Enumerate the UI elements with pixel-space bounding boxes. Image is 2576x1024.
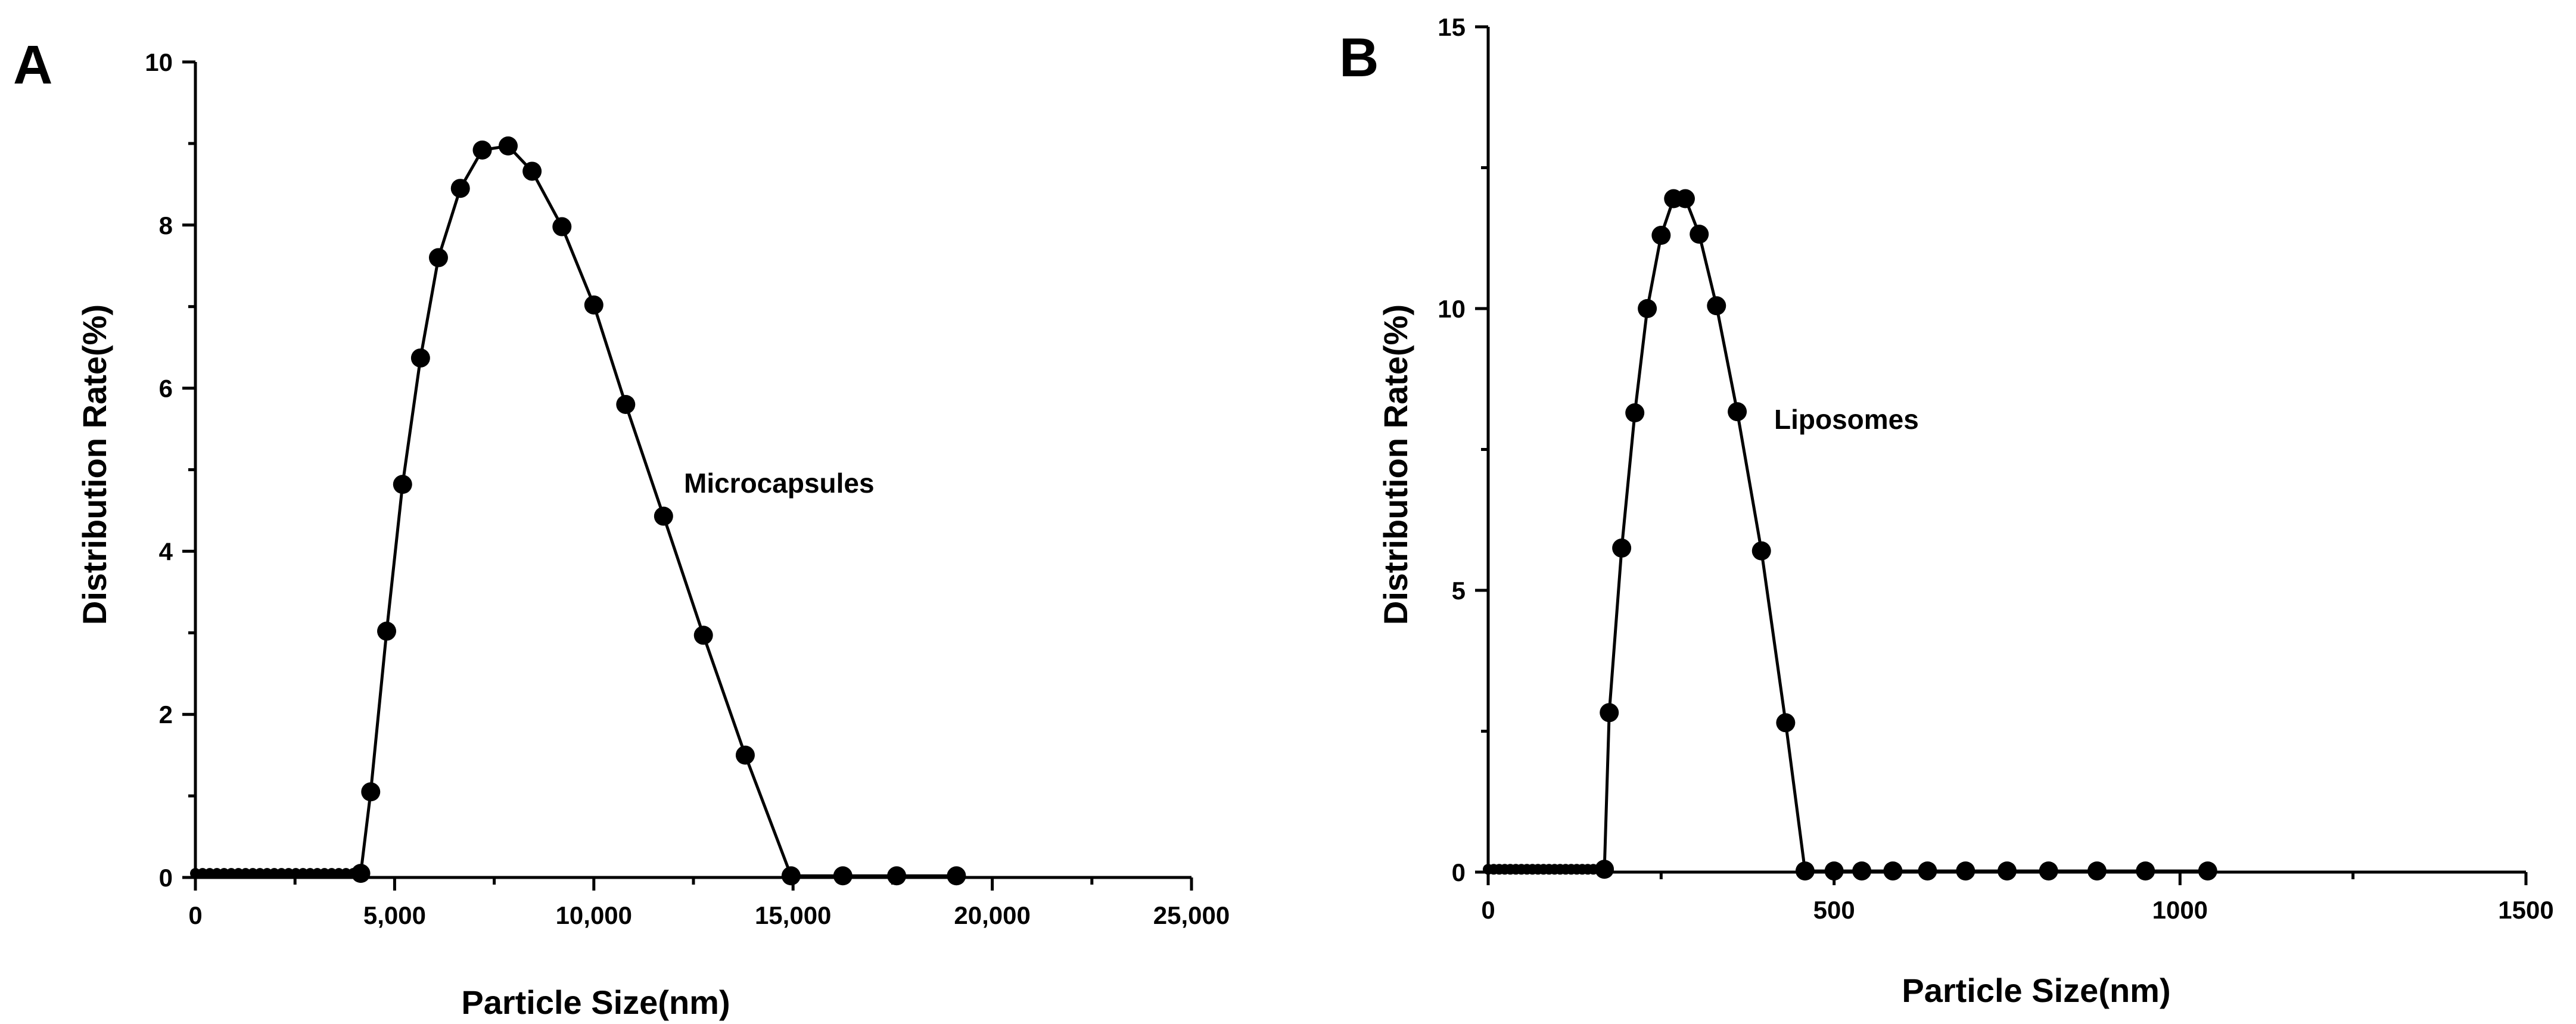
y-tick-label-b: 0 [1452,858,1466,886]
panel-label-b: B [1339,27,1379,88]
series-line-a [195,144,957,877]
data-point-b [1651,226,1671,245]
y-tick-label-b: 5 [1452,577,1466,605]
data-point-b [1918,861,1937,881]
x-tick-label-b: 1500 [2498,896,2553,924]
data-point-a [833,866,853,886]
data-point-b [1612,539,1632,558]
y-tick-label-a: 6 [159,375,173,403]
x-tick-label-a: 0 [188,901,202,929]
x-tick-label-a: 5,000 [363,901,426,929]
data-point-a [450,179,470,198]
y-axis-title-b: Distribution Rate(%) [1377,304,1414,625]
data-point-b [1776,713,1796,733]
data-point-b [1751,541,1771,561]
chart-panel-a: A 0 5,000 10,000 15,000 20,000 25,0000246810 … [13,35,1230,1021]
series-annotation-microcapsules: Microcapsules [684,468,875,499]
x-tick-label-a: 25,000 [1153,901,1230,929]
x-axis-title-b: Particle Size(nm) [1902,972,2170,1009]
data-point-a [781,866,801,886]
y-tick-label-a: 8 [159,211,173,239]
data-point-b [1956,861,1975,881]
data-point-b [1595,860,1614,879]
data-point-b [1824,861,1844,881]
data-point-a [351,864,371,883]
data-point-a [735,745,755,765]
x-tick-label-a: 10,000 [556,901,632,929]
data-point-a [693,625,713,645]
data-point-b [2198,861,2217,881]
data-point-b [1795,861,1815,881]
x-axis-title-a: Particle Size(nm) [461,983,730,1021]
data-point-a [584,295,603,315]
y-tick-label-a: 4 [159,537,173,565]
series-line-b [1488,197,2208,873]
data-point-b [2136,861,2155,881]
data-point-b [1728,402,1747,422]
y-tick-label-a: 2 [159,701,173,729]
data-point-b [1690,225,1709,244]
data-point-b [1638,299,1657,318]
x-tick-label-b: 0 [1481,896,1495,924]
x-tick-label-a: 15,000 [755,901,831,929]
data-point-a [472,140,492,160]
data-point-a [947,866,966,886]
x-tick-label-b: 1000 [2152,896,2208,924]
data-point-a [410,348,430,368]
y-tick-label-a: 0 [159,864,173,892]
data-point-a [654,506,673,526]
y-tick-label-b: 15 [1438,13,1466,41]
data-point-a [499,136,518,156]
data-point-a [616,394,636,414]
x-tick-label-b: 500 [1813,896,1855,924]
panel-label-a: A [13,35,52,95]
data-point-a [887,866,907,886]
data-point-b [1625,403,1645,423]
series-annotation-liposomes: Liposomes [1774,404,1919,435]
y-tick-label-b: 10 [1438,295,1466,323]
y-tick-label-a: 10 [145,48,173,76]
data-point-a [428,248,448,267]
y-axis-title-a: Distribution Rate(%) [76,304,113,625]
data-point-a [393,475,412,494]
data-point-b [1998,861,2017,881]
data-point-a [361,782,381,802]
data-point-b [1707,296,1726,316]
data-point-b [1675,189,1695,208]
data-point-b [1600,703,1619,723]
data-point-b [2039,861,2058,881]
chart-panel-b: B 0 500 1000 1500 0 5 10 15 Liposomes Particle … [1339,13,2554,1009]
data-point-a [522,161,542,181]
data-point-b [1852,861,1872,881]
data-point-a [377,621,397,641]
x-tick-label-a: 20,000 [954,901,1030,929]
data-point-a [552,217,572,236]
data-point-b [1883,861,1903,881]
data-point-b [2087,861,2107,881]
